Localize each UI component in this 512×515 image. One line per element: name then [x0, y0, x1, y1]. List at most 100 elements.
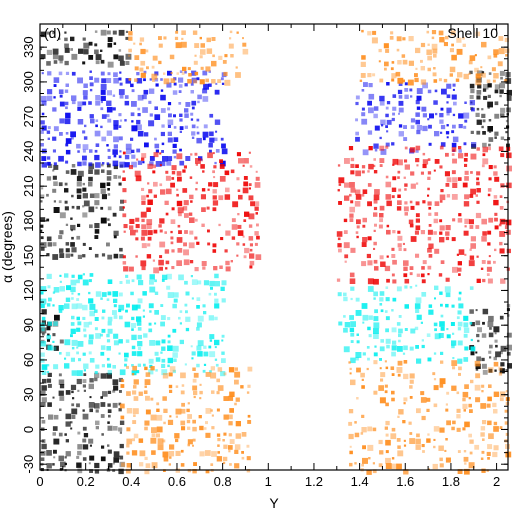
- data-point-black: [89, 193, 95, 198]
- data-point-cyan: [113, 304, 117, 308]
- data-point-black: [494, 101, 499, 106]
- data-point-orange: [481, 384, 485, 388]
- data-point-red: [242, 164, 245, 167]
- panel-label: (d): [44, 25, 61, 41]
- data-point-orange: [354, 421, 357, 424]
- x-tick-label: 1.2: [305, 474, 323, 489]
- data-point-cyan: [161, 339, 166, 344]
- data-point-orange: [162, 439, 166, 443]
- data-point-red: [231, 224, 238, 230]
- data-point-black: [40, 390, 46, 396]
- data-point-orange: [359, 79, 363, 82]
- data-point-cyan: [214, 316, 218, 321]
- data-point-black: [71, 164, 76, 168]
- data-point-blue: [137, 130, 144, 137]
- data-point-orange: [247, 366, 253, 372]
- data-point-blue: [154, 78, 159, 82]
- data-point-cyan: [83, 321, 90, 328]
- data-point-orange: [187, 426, 191, 430]
- data-point-red: [212, 170, 215, 174]
- data-point-black: [107, 188, 110, 191]
- data-point-blue: [65, 138, 72, 144]
- data-point-black: [100, 373, 106, 379]
- data-point-blue: [385, 142, 390, 147]
- data-point-orange: [475, 373, 481, 379]
- data-point-red: [452, 218, 456, 222]
- data-point-red: [427, 194, 430, 197]
- data-point-cyan: [65, 297, 71, 302]
- data-point-cyan: [167, 345, 173, 351]
- data-point-black: [506, 332, 512, 338]
- data-point-blue: [202, 70, 208, 76]
- data-point-blue: [179, 70, 183, 73]
- data-point-cyan: [179, 339, 184, 345]
- data-point-orange: [449, 73, 453, 77]
- data-point-orange: [132, 365, 137, 371]
- data-point-cyan: [47, 345, 53, 351]
- data-point-orange: [234, 379, 239, 385]
- data-point-red: [153, 152, 159, 158]
- data-point-black: [100, 29, 107, 36]
- data-point-blue: [458, 149, 462, 153]
- data-point-black: [46, 176, 52, 181]
- data-point-cyan: [160, 321, 165, 327]
- data-point-orange: [169, 54, 175, 60]
- data-point-black: [47, 338, 50, 342]
- data-point-cyan: [106, 346, 111, 351]
- data-point-orange: [121, 462, 126, 467]
- data-point-red: [248, 195, 254, 201]
- data-point-red: [415, 158, 420, 163]
- data-point-blue: [113, 136, 119, 143]
- data-point-orange: [402, 79, 405, 83]
- data-point-cyan: [379, 303, 383, 306]
- data-point-cyan: [178, 274, 184, 281]
- data-point-orange: [247, 420, 252, 424]
- data-point-orange: [242, 37, 244, 40]
- data-point-blue: [144, 132, 149, 137]
- data-point-red: [236, 177, 240, 181]
- data-point-red: [373, 259, 378, 264]
- data-point-cyan: [184, 363, 187, 366]
- data-point-orange: [192, 438, 196, 442]
- data-point-cyan: [106, 298, 110, 301]
- data-point-black: [76, 462, 82, 468]
- data-point-black: [125, 61, 130, 65]
- data-point-blue: [427, 89, 432, 94]
- data-point-orange: [457, 450, 461, 453]
- data-point-blue: [469, 100, 475, 106]
- data-point-black: [88, 163, 95, 170]
- data-point-cyan: [106, 357, 110, 361]
- data-point-black: [118, 468, 124, 475]
- data-point-black: [500, 345, 507, 352]
- data-point-black: [95, 420, 100, 426]
- data-point-red: [433, 231, 437, 235]
- data-point-cyan: [107, 321, 112, 326]
- data-point-black: [64, 43, 69, 49]
- data-point-black: [65, 413, 72, 420]
- data-point-red: [177, 176, 182, 182]
- data-point-red: [410, 171, 415, 176]
- data-point-orange: [409, 373, 415, 379]
- data-point-blue: [208, 70, 211, 73]
- data-point-orange: [187, 469, 191, 473]
- data-point-red: [379, 205, 385, 211]
- data-point-red: [219, 265, 223, 269]
- data-point-blue: [220, 77, 224, 81]
- data-point-blue: [416, 88, 423, 94]
- data-point-cyan: [41, 364, 48, 370]
- data-point-red: [171, 207, 175, 211]
- data-point-red: [355, 231, 359, 234]
- data-point-cyan: [161, 369, 168, 376]
- data-point-red: [255, 212, 258, 215]
- data-point-orange: [487, 367, 494, 373]
- data-point-orange: [229, 37, 232, 40]
- data-point-cyan: [100, 351, 105, 356]
- data-point-orange: [431, 36, 435, 40]
- data-point-orange: [397, 77, 404, 84]
- data-point-blue: [167, 102, 172, 106]
- data-point-red: [421, 279, 426, 284]
- data-point-red: [243, 176, 248, 180]
- y-tick-label: 330: [21, 36, 36, 58]
- data-point-cyan: [434, 285, 439, 290]
- data-point-red: [200, 164, 205, 169]
